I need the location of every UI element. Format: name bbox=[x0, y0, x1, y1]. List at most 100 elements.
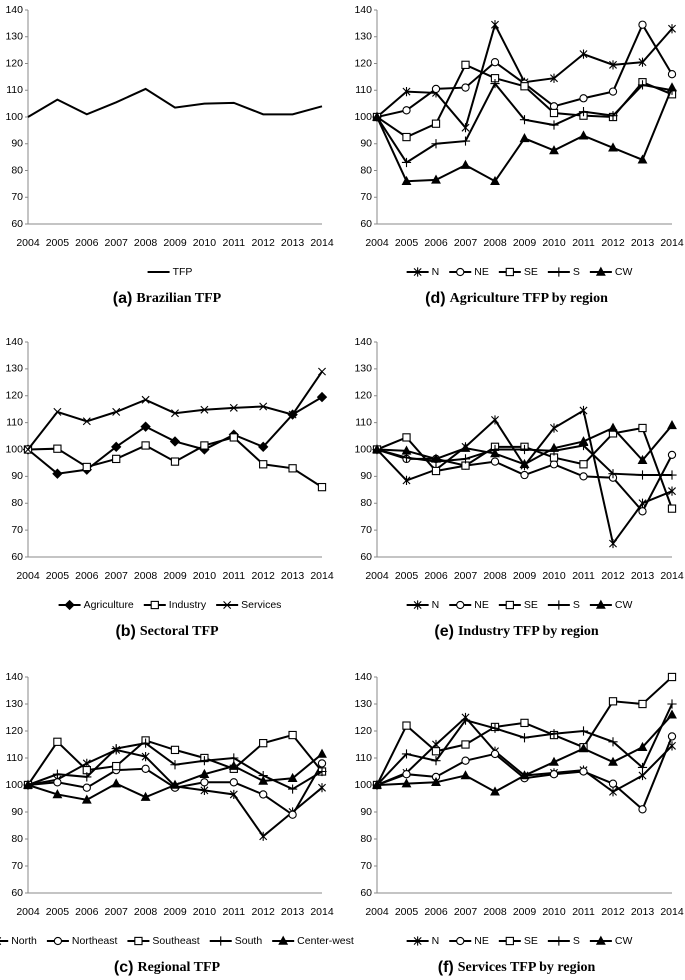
data-point bbox=[258, 441, 269, 452]
y-tick-label: 80 bbox=[360, 164, 372, 176]
x-tick-label: 2008 bbox=[483, 237, 507, 249]
legend-marker bbox=[413, 936, 422, 946]
data-point bbox=[608, 756, 618, 766]
data-point bbox=[112, 761, 121, 771]
y-tick-label: 110 bbox=[6, 84, 23, 96]
legend-marker bbox=[64, 599, 75, 611]
y-tick-label: 90 bbox=[360, 470, 372, 482]
data-point bbox=[140, 421, 151, 432]
data-point bbox=[667, 709, 677, 719]
x-tick-label: 2010 bbox=[542, 237, 566, 249]
caption: (e) Industry TFP by region bbox=[434, 623, 598, 640]
data-point bbox=[668, 486, 676, 496]
x-tick-label: 2014 bbox=[310, 906, 334, 918]
data-point bbox=[317, 766, 327, 777]
data-point bbox=[141, 764, 150, 773]
data-point bbox=[317, 482, 327, 492]
data-point bbox=[461, 83, 470, 92]
legend-marker bbox=[413, 600, 422, 610]
x-tick-label: 2008 bbox=[134, 237, 158, 249]
data-point bbox=[402, 132, 411, 142]
data-point bbox=[229, 778, 238, 787]
x-tick-label: 2009 bbox=[163, 570, 187, 582]
caption: (f) Services TFP by region bbox=[438, 959, 596, 976]
data-point bbox=[431, 466, 441, 476]
data-point bbox=[171, 409, 179, 418]
data-point bbox=[431, 84, 441, 94]
data-point bbox=[431, 747, 441, 756]
x-tick-label: 2004 bbox=[365, 906, 389, 918]
y-tick-label: 70 bbox=[11, 524, 23, 536]
legend-marker bbox=[505, 936, 514, 946]
y-tick-label: 70 bbox=[360, 191, 372, 203]
data-point bbox=[82, 783, 91, 792]
data-point bbox=[81, 794, 92, 804]
x-tick-label: 2014 bbox=[660, 570, 684, 582]
y-tick-label: 90 bbox=[11, 806, 23, 818]
y-tick-label: 70 bbox=[360, 860, 372, 872]
x-tick-label: 2005 bbox=[395, 906, 419, 918]
y-tick-label: 120 bbox=[5, 725, 23, 737]
caption-title: Brazilian TFP bbox=[136, 291, 221, 306]
x-tick-label: 2011 bbox=[572, 906, 595, 918]
data-point bbox=[401, 445, 412, 455]
data-point bbox=[579, 94, 588, 103]
legend-label: N bbox=[432, 935, 440, 947]
x-tick-label: 2014 bbox=[310, 237, 334, 249]
data-point bbox=[52, 789, 63, 799]
data-point bbox=[199, 768, 210, 778]
data-point bbox=[579, 767, 588, 776]
y-tick-label: 130 bbox=[354, 698, 372, 710]
x-tick-label: 2006 bbox=[424, 906, 448, 918]
x-tick-label: 2014 bbox=[660, 906, 684, 918]
data-point bbox=[82, 462, 91, 472]
data-point bbox=[288, 410, 297, 419]
caption-title: Services TFP by region bbox=[458, 960, 596, 975]
data-point bbox=[402, 86, 411, 97]
data-point bbox=[53, 737, 62, 746]
data-point bbox=[431, 776, 441, 787]
caption: (d) Agriculture TFP by region bbox=[425, 290, 608, 307]
legend-marker bbox=[413, 267, 422, 277]
data-point bbox=[316, 391, 328, 403]
data-point bbox=[82, 417, 91, 426]
data-point bbox=[259, 738, 268, 748]
x-tick-label: 2008 bbox=[134, 906, 158, 918]
data-point bbox=[609, 787, 617, 797]
data-point bbox=[170, 457, 180, 466]
data-point bbox=[637, 154, 648, 164]
data-point bbox=[402, 433, 411, 442]
y-tick-label: 120 bbox=[5, 57, 23, 69]
x-tick-label: 2004 bbox=[16, 237, 40, 249]
y-tick-label: 100 bbox=[354, 111, 372, 123]
x-tick-label: 2011 bbox=[223, 570, 246, 582]
data-point bbox=[549, 102, 559, 111]
data-point bbox=[460, 715, 471, 725]
x-tick-label: 2004 bbox=[365, 570, 389, 582]
data-point bbox=[259, 460, 268, 469]
y-tick-label: 110 bbox=[6, 416, 23, 428]
legend-label: S bbox=[573, 266, 580, 278]
data-point bbox=[460, 770, 471, 780]
data-point bbox=[638, 423, 647, 433]
data-point bbox=[288, 810, 297, 819]
data-point bbox=[431, 453, 441, 463]
legend-marker bbox=[595, 599, 606, 609]
data-point bbox=[638, 699, 647, 709]
data-point bbox=[288, 730, 297, 740]
data-point bbox=[549, 729, 559, 739]
data-point bbox=[402, 770, 411, 779]
data-point bbox=[431, 756, 441, 766]
y-tick-label: 130 bbox=[5, 363, 23, 375]
legend-label: S bbox=[573, 935, 580, 947]
y-tick-label: 100 bbox=[354, 443, 372, 455]
data-point bbox=[460, 136, 471, 146]
data-point bbox=[608, 469, 618, 479]
caption-title: Regional TFP bbox=[137, 960, 220, 975]
x-tick-label: 2007 bbox=[105, 570, 129, 582]
x-tick-label: 2006 bbox=[75, 570, 99, 582]
legend-label: SE bbox=[524, 935, 538, 947]
x-tick-label: 2009 bbox=[513, 906, 537, 918]
data-point bbox=[111, 778, 122, 788]
